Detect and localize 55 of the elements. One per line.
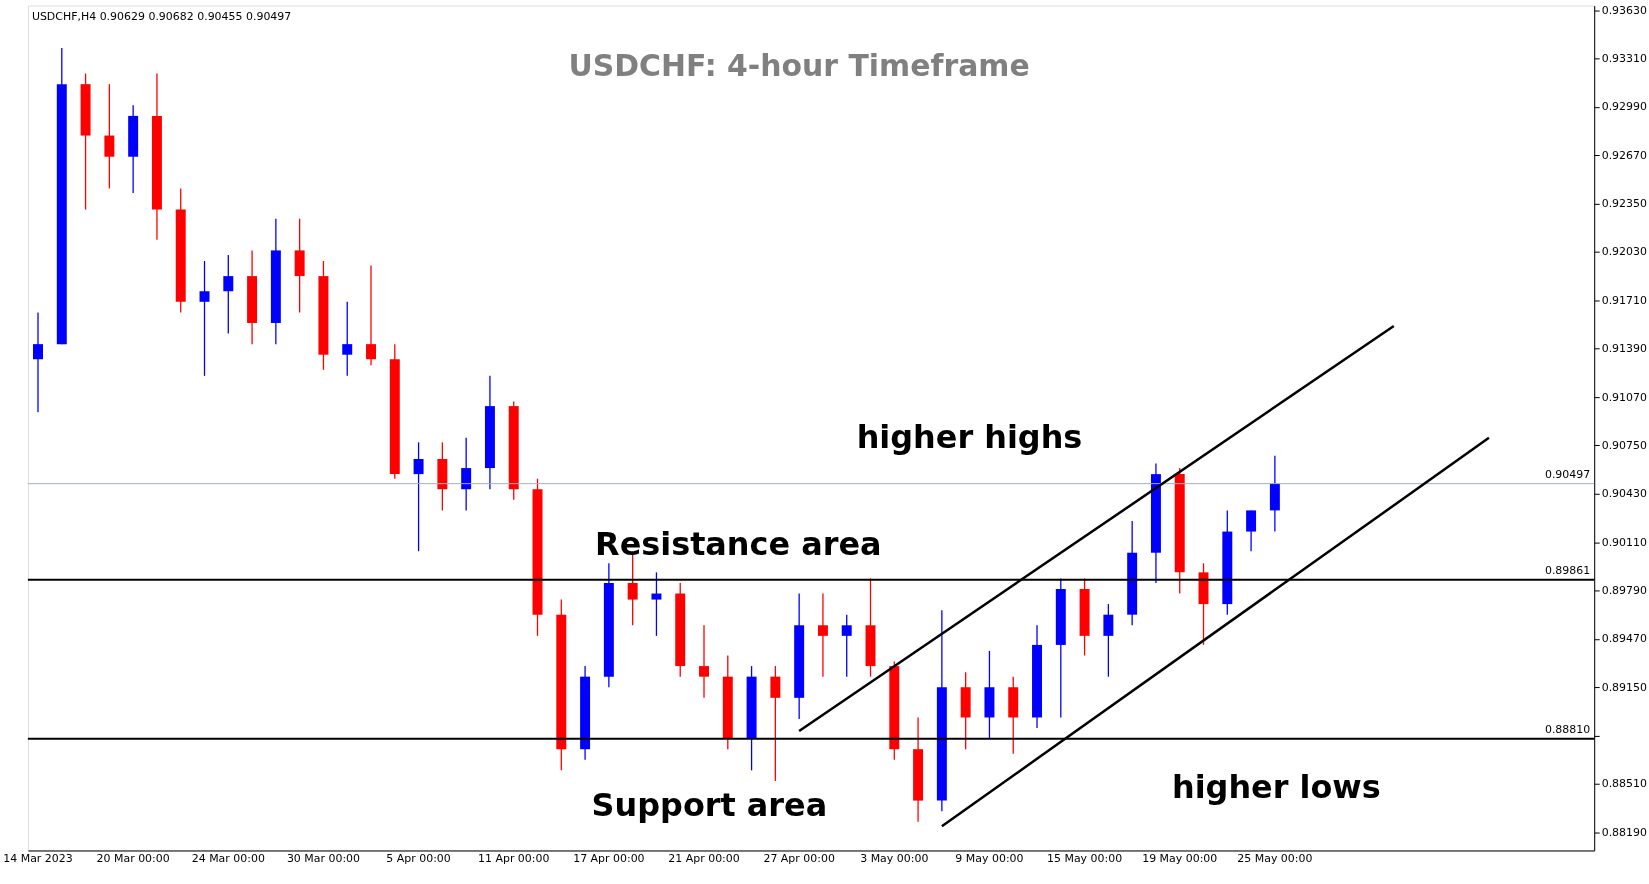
candlestick: [461, 437, 472, 512]
annotation: higher highs: [856, 417, 1083, 456]
x-tick-label: 25 May 00:00: [1237, 851, 1313, 865]
candlestick: [651, 571, 662, 637]
y-tick-label: 0.93630: [1601, 3, 1647, 17]
candlestick: [841, 614, 852, 678]
y-tick-label: 0.89470: [1601, 632, 1647, 646]
y-tick-label: 0.92030: [1601, 245, 1647, 259]
candlestick: [104, 83, 115, 190]
y-tick-label: 0.92670: [1601, 148, 1647, 162]
y-tick-label: 0.88190: [1601, 825, 1647, 839]
y-tick-label: 0.89790: [1601, 583, 1647, 597]
y-tick-label: 0.92350: [1601, 197, 1647, 211]
y-tick-label: 0.89150: [1601, 680, 1647, 694]
x-tick-label: 17 Apr 00:00: [573, 851, 645, 865]
y-tick-label: 0.90750: [1601, 438, 1647, 452]
x-tick-label: 27 Apr 00:00: [763, 851, 835, 865]
annotation: USDCHF,H4 0.90629 0.90682 0.90455 0.90497: [31, 9, 292, 23]
x-tick-label: 5 Apr 00:00: [386, 851, 451, 865]
x-tick-label: 20 Mar 00:00: [96, 851, 170, 865]
annotation: higher lows: [1171, 767, 1381, 806]
x-tick-label: 30 Mar 00:00: [286, 851, 361, 865]
x-tick-label: 21 Apr 00:00: [668, 851, 740, 865]
y-tick-label: 0.91710: [1601, 293, 1647, 307]
x-tick-label: 14 Mar 2023: [3, 851, 73, 865]
candlestick: [366, 264, 376, 366]
text: USDCHF: 4-hour Timeframe: [568, 48, 1030, 84]
candlestick: [223, 254, 234, 335]
candlestick: [199, 260, 210, 377]
candlestick: [699, 624, 709, 699]
candlestick: [1246, 509, 1257, 552]
y-tick-label: 0.90110: [1601, 535, 1647, 549]
x-tick-label: 15 May 00:00: [1047, 851, 1123, 865]
y-tick-label: 0.90430: [1601, 487, 1647, 501]
ref-line-label: 0.90497: [1544, 467, 1591, 481]
ref-line-label: 0.89861: [1544, 563, 1591, 577]
y-tick-label: 0.92990: [1601, 100, 1647, 114]
candlestick: [33, 311, 43, 413]
y-tick-label: 0.93310: [1601, 51, 1647, 65]
candlestick: [817, 592, 828, 678]
candlestick: [1103, 603, 1114, 678]
ref-line-label: 0.88810: [1544, 722, 1591, 736]
annotation: Support area: [591, 785, 828, 824]
candlestick: [342, 301, 353, 377]
y-tick-label: 0.91390: [1601, 342, 1647, 356]
candlestick: [413, 441, 424, 552]
x-tick-label: 24 Mar 00:00: [191, 851, 265, 865]
y-tick-label: 0.88510: [1601, 777, 1647, 791]
x-tick-label: 3 May 00:00: [860, 851, 929, 865]
x-tick-label: 19 May 00:00: [1142, 851, 1218, 865]
candlestick: [770, 665, 781, 782]
y-tick-label: 0.91070: [1601, 390, 1647, 404]
x-tick-label: 11 Apr 00:00: [478, 851, 550, 865]
x-tick-label: 9 May 00:00: [955, 851, 1024, 865]
annotation: Resistance area: [595, 524, 882, 563]
